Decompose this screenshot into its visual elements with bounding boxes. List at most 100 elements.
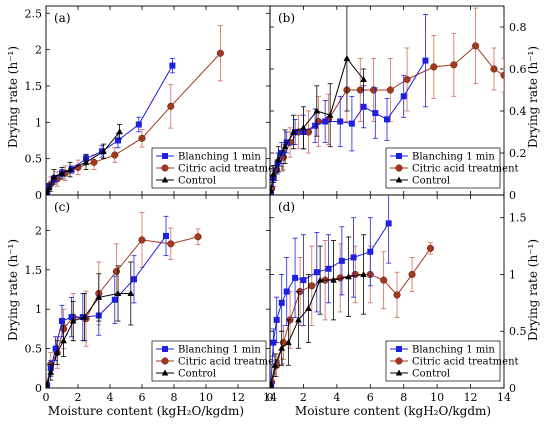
- x-axis-label-right: Moisture content (kgH₂O/kgdm): [295, 404, 491, 418]
- data-point: [278, 299, 285, 306]
- y-tick-label: 1.5: [25, 264, 43, 277]
- data-point: [351, 270, 359, 279]
- data-point: [426, 244, 435, 252]
- data-point: [50, 173, 58, 180]
- legend-entry: Control: [178, 369, 216, 380]
- legend-entry: Citric acid treatment: [178, 164, 285, 175]
- legend-marker: [396, 153, 402, 159]
- data-point: [114, 289, 122, 296]
- data-point: [69, 317, 77, 324]
- series-line: [270, 273, 364, 385]
- x-tick-label: 8: [400, 391, 407, 404]
- plot-area: [46, 211, 202, 388]
- data-point: [300, 277, 307, 284]
- y-tick-label: 0.2: [509, 147, 527, 160]
- panel-label: (a): [54, 11, 71, 25]
- legend-entry: Control: [178, 176, 216, 187]
- data-point: [403, 75, 411, 84]
- data-point: [270, 187, 275, 194]
- data-point: [111, 296, 118, 303]
- panel-label: (c): [54, 200, 70, 214]
- y-tick-label: 0: [35, 382, 42, 395]
- data-point: [112, 267, 120, 275]
- data-point: [367, 248, 374, 255]
- data-point: [337, 118, 344, 125]
- x-tick-label: 8: [171, 391, 178, 404]
- data-point: [360, 103, 367, 110]
- plot-area: [270, 195, 435, 388]
- data-point: [46, 189, 50, 195]
- series-control: [46, 261, 135, 388]
- series-control: [270, 6, 367, 195]
- data-point: [430, 63, 438, 71]
- legend-entry: Blanching 1 min: [178, 345, 261, 356]
- series-blanching: [270, 195, 392, 388]
- y-tick-label: 1: [509, 268, 516, 281]
- data-point: [274, 160, 281, 167]
- data-point: [167, 102, 175, 110]
- data-point: [60, 337, 67, 344]
- data-point: [127, 289, 135, 296]
- series-line: [46, 235, 167, 386]
- legend-entry: Citric acid treatment: [412, 164, 519, 175]
- data-point: [348, 120, 355, 127]
- x-tick-label: 6: [139, 391, 146, 404]
- data-point: [59, 318, 65, 325]
- data-point: [115, 137, 121, 144]
- legend-marker: [396, 346, 402, 352]
- x-tick-label: 0: [43, 391, 50, 404]
- legend-entry: Blanching 1 min: [412, 345, 495, 356]
- series-blanching: [46, 215, 169, 388]
- data-point: [169, 62, 176, 69]
- data-point: [322, 118, 329, 125]
- series-control: [46, 124, 123, 195]
- data-point: [300, 124, 307, 131]
- data-point: [385, 220, 392, 227]
- legend-marker: [395, 176, 403, 183]
- data-point: [384, 116, 390, 123]
- data-point: [422, 57, 429, 64]
- data-point: [305, 305, 312, 312]
- y-tick-label: 2: [35, 224, 42, 237]
- data-point: [52, 345, 59, 352]
- data-point: [135, 121, 142, 128]
- x-tick-label: 12: [464, 391, 478, 404]
- data-point: [350, 254, 357, 261]
- data-point: [95, 293, 103, 300]
- data-point: [270, 170, 277, 177]
- x-tick-label: 0: [267, 391, 274, 404]
- data-point: [194, 233, 202, 241]
- data-point: [68, 314, 75, 321]
- x-tick-label: 14: [497, 391, 511, 404]
- y-tick-label: 0.4: [509, 105, 527, 118]
- y-tick-label: 0: [35, 189, 42, 202]
- data-point: [490, 65, 498, 73]
- data-point: [81, 313, 88, 320]
- data-point: [116, 128, 123, 135]
- data-point: [82, 158, 90, 165]
- data-point: [283, 139, 290, 146]
- data-point: [380, 276, 388, 284]
- data-point: [283, 288, 290, 295]
- legend-entry: Citric acid treatment: [178, 357, 285, 368]
- y-axis-label-left-bottom: Drying rate (h⁻¹): [6, 239, 20, 341]
- data-point: [360, 270, 367, 277]
- legend-marker: [162, 346, 168, 352]
- x-tick-label: 2: [300, 391, 307, 404]
- y-tick-label: 1.5: [25, 80, 43, 93]
- data-point: [338, 257, 345, 264]
- data-point: [308, 282, 316, 290]
- axes-frame: [269, 194, 505, 389]
- data-point: [58, 169, 66, 176]
- data-point: [295, 316, 302, 323]
- data-point: [292, 274, 299, 281]
- series-line: [46, 131, 120, 194]
- legend-marker: [161, 369, 169, 376]
- data-point: [330, 276, 337, 283]
- data-point: [275, 155, 282, 162]
